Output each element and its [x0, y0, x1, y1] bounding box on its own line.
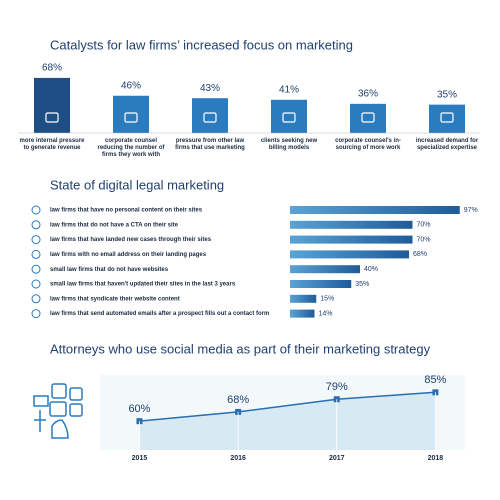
- category-label: law firms that syndicate their website c…: [50, 296, 180, 302]
- bar: [290, 250, 409, 259]
- value-label: 70%: [417, 236, 431, 243]
- x-tick-label: 2017: [329, 455, 345, 462]
- value-label: 35%: [355, 281, 369, 288]
- value-label: 70%: [417, 222, 431, 229]
- row-icon: [31, 264, 41, 274]
- category-label: small law firms that do not have website…: [50, 267, 169, 273]
- bar-icon: [361, 112, 375, 123]
- x-tick-label: 2016: [230, 455, 246, 462]
- area: [139, 392, 436, 450]
- category-label: law firms that send automated emails aft…: [50, 311, 269, 317]
- bar-icon: [45, 112, 59, 123]
- x-tick-label: 2018: [428, 455, 444, 462]
- category-label: law firms that have no personal content …: [50, 208, 203, 214]
- chart-title: State of digital legal marketing: [50, 177, 224, 192]
- row-icon: [31, 249, 41, 259]
- bar: [350, 103, 386, 133]
- bar: [192, 98, 228, 133]
- bar-icon: [440, 112, 454, 123]
- bar: [290, 220, 413, 229]
- row-icon: [31, 235, 41, 245]
- value-label: 46%: [121, 80, 141, 91]
- x-tick-label: 2015: [132, 455, 148, 462]
- category-label: corporate counsel reducing the number of…: [97, 138, 165, 158]
- value-label: 79%: [326, 381, 348, 393]
- value-label: 68%: [413, 251, 427, 258]
- value-label: 97%: [464, 207, 478, 214]
- bar-icon: [124, 112, 138, 123]
- bar: [290, 280, 352, 288]
- bar: [290, 294, 317, 303]
- row-icon: [31, 309, 41, 319]
- row-icon: [31, 205, 41, 215]
- chart-title: Catalysts for law firms’ increased focus…: [50, 37, 353, 52]
- bar: [290, 309, 315, 318]
- row-icon: [31, 220, 41, 230]
- bar: [271, 99, 307, 133]
- category-label: small law firms that haven't updated the…: [50, 282, 236, 288]
- value-label: 40%: [364, 266, 378, 273]
- category-label: pressure from other law firms that use m…: [175, 138, 245, 151]
- row-icon: [31, 294, 41, 304]
- value-label: 14%: [319, 310, 333, 317]
- value-label: 68%: [42, 63, 62, 74]
- value-label: 85%: [424, 374, 446, 386]
- category-label: law firms with no email address on their…: [50, 252, 207, 258]
- chart-title: Attorneys who use social media as part o…: [50, 341, 431, 356]
- category-label: corporate counsel's in-sourcing of more …: [335, 138, 401, 151]
- category-label: more internal pressure to generate reven…: [19, 138, 85, 151]
- value-label: 43%: [200, 83, 220, 94]
- bar: [429, 104, 465, 133]
- value-label: 60%: [128, 403, 150, 415]
- bar-icon: [203, 112, 217, 123]
- category-label: increased demand for specialized experti…: [415, 138, 479, 151]
- value-label: 15%: [320, 296, 334, 303]
- bar: [290, 206, 460, 214]
- category-label: law firms that have landed new cases thr…: [50, 237, 212, 243]
- bar: [113, 95, 149, 133]
- line: [139, 391, 436, 422]
- value-label: 68%: [227, 394, 249, 406]
- bar-icon: [282, 112, 296, 123]
- social-icons: [33, 383, 83, 439]
- category-label: law firms that do not have a CTA on thei…: [50, 222, 179, 228]
- bar: [290, 265, 360, 274]
- category-label: clients seeking new billing models: [260, 138, 318, 151]
- bar: [34, 77, 70, 133]
- row-icon: [31, 279, 41, 289]
- value-label: 41%: [279, 84, 299, 95]
- value-label: 36%: [358, 88, 378, 99]
- value-label: 35%: [437, 89, 457, 100]
- bar: [290, 235, 413, 244]
